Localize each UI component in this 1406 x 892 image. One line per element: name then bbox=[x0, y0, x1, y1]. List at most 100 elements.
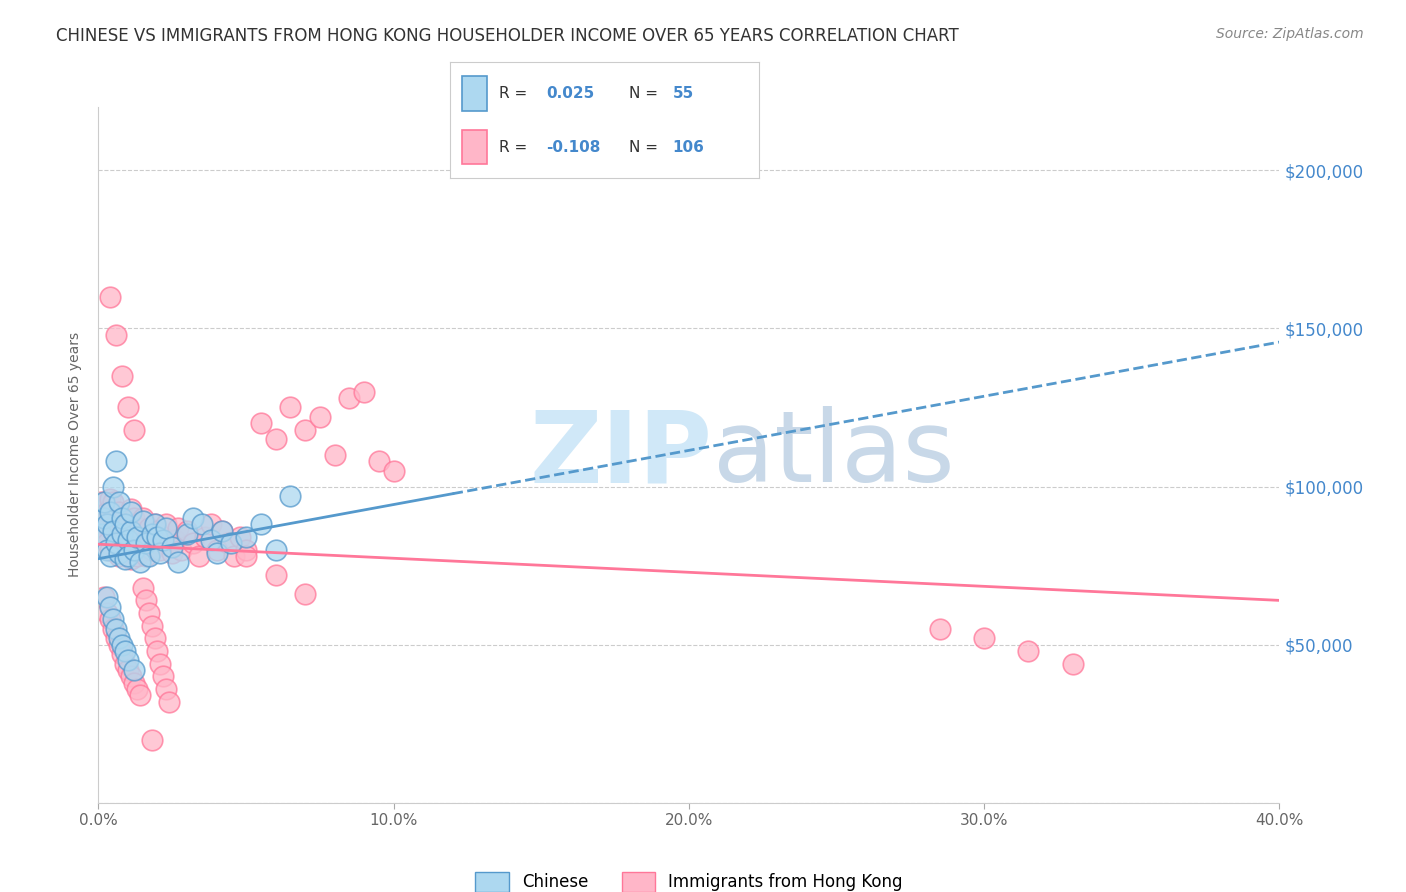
Point bbox=[90, 495, 112, 509]
Point bbox=[176, 524, 198, 538]
Point bbox=[108, 549, 131, 563]
Point bbox=[138, 521, 160, 535]
Point bbox=[96, 517, 118, 532]
Point bbox=[103, 612, 125, 626]
Point bbox=[176, 527, 198, 541]
FancyBboxPatch shape bbox=[463, 129, 486, 164]
Point bbox=[278, 489, 302, 503]
Point bbox=[98, 549, 121, 563]
Point bbox=[155, 521, 177, 535]
Point bbox=[143, 517, 166, 532]
Point bbox=[98, 612, 121, 626]
Point bbox=[141, 732, 163, 747]
Point bbox=[143, 533, 166, 548]
Point bbox=[93, 495, 115, 509]
Point bbox=[149, 542, 172, 557]
Point bbox=[217, 536, 239, 550]
Point bbox=[146, 536, 169, 550]
Point bbox=[111, 647, 134, 661]
Point bbox=[141, 527, 163, 541]
Point bbox=[138, 536, 160, 550]
Point bbox=[120, 552, 142, 566]
Text: CHINESE VS IMMIGRANTS FROM HONG KONG HOUSEHOLDER INCOME OVER 65 YEARS CORRELATIO: CHINESE VS IMMIGRANTS FROM HONG KONG HOU… bbox=[56, 27, 959, 45]
Point bbox=[135, 549, 157, 563]
Point bbox=[146, 524, 169, 538]
Point bbox=[111, 368, 134, 383]
Point bbox=[125, 549, 148, 563]
Point bbox=[1062, 657, 1084, 671]
Point bbox=[98, 290, 121, 304]
Point bbox=[138, 606, 160, 620]
Point bbox=[93, 517, 115, 532]
Y-axis label: Householder Income Over 65 years: Householder Income Over 65 years bbox=[69, 333, 83, 577]
Point bbox=[250, 417, 273, 431]
Point bbox=[108, 632, 131, 646]
Point bbox=[111, 514, 134, 528]
Point bbox=[132, 581, 155, 595]
Point bbox=[191, 517, 214, 532]
Point bbox=[105, 622, 128, 636]
Point bbox=[105, 517, 128, 532]
Point bbox=[235, 542, 257, 557]
Text: N =: N = bbox=[630, 87, 658, 102]
Point bbox=[339, 391, 360, 405]
Text: N =: N = bbox=[630, 139, 658, 154]
Point bbox=[114, 644, 136, 658]
Point bbox=[120, 669, 142, 683]
Point bbox=[90, 511, 112, 525]
Point bbox=[170, 542, 193, 557]
Point bbox=[111, 527, 134, 541]
Point bbox=[128, 688, 150, 702]
Point bbox=[114, 517, 136, 532]
Text: atlas: atlas bbox=[713, 407, 955, 503]
Point bbox=[120, 505, 142, 519]
Point bbox=[353, 384, 375, 399]
Point bbox=[141, 542, 163, 557]
Point bbox=[323, 448, 346, 462]
Point bbox=[264, 432, 287, 446]
Point bbox=[103, 511, 125, 525]
Legend: Chinese, Immigrants from Hong Kong: Chinese, Immigrants from Hong Kong bbox=[475, 871, 903, 892]
Point bbox=[128, 521, 150, 535]
Point bbox=[132, 514, 155, 528]
Point bbox=[157, 695, 180, 709]
Point bbox=[98, 492, 121, 507]
Point bbox=[143, 632, 166, 646]
Point bbox=[219, 536, 242, 550]
Point bbox=[143, 517, 166, 532]
Point bbox=[103, 495, 125, 509]
Point bbox=[211, 524, 233, 538]
Point bbox=[103, 524, 125, 538]
Point bbox=[96, 606, 118, 620]
Point bbox=[108, 505, 131, 519]
Point bbox=[928, 622, 950, 636]
Point bbox=[122, 511, 145, 525]
Point bbox=[162, 540, 183, 554]
Point bbox=[167, 556, 190, 570]
Point bbox=[114, 552, 136, 566]
Point bbox=[167, 521, 190, 535]
Point bbox=[149, 657, 172, 671]
Text: 106: 106 bbox=[672, 139, 704, 154]
Point bbox=[138, 549, 160, 563]
Point bbox=[105, 454, 128, 468]
Point bbox=[93, 511, 115, 525]
Point bbox=[278, 401, 302, 415]
Point bbox=[235, 549, 257, 563]
Text: R =: R = bbox=[499, 139, 527, 154]
FancyBboxPatch shape bbox=[463, 77, 486, 112]
Point bbox=[114, 542, 136, 557]
Point bbox=[294, 423, 316, 437]
Point bbox=[205, 546, 228, 560]
Point bbox=[135, 593, 157, 607]
Point bbox=[98, 599, 121, 614]
Point bbox=[155, 681, 177, 696]
Point bbox=[114, 530, 136, 544]
Point bbox=[103, 479, 125, 493]
Point bbox=[165, 533, 187, 548]
Point bbox=[264, 568, 287, 582]
Point bbox=[149, 546, 172, 560]
Text: 0.025: 0.025 bbox=[546, 87, 595, 102]
Point bbox=[117, 517, 139, 532]
Point bbox=[120, 524, 142, 538]
